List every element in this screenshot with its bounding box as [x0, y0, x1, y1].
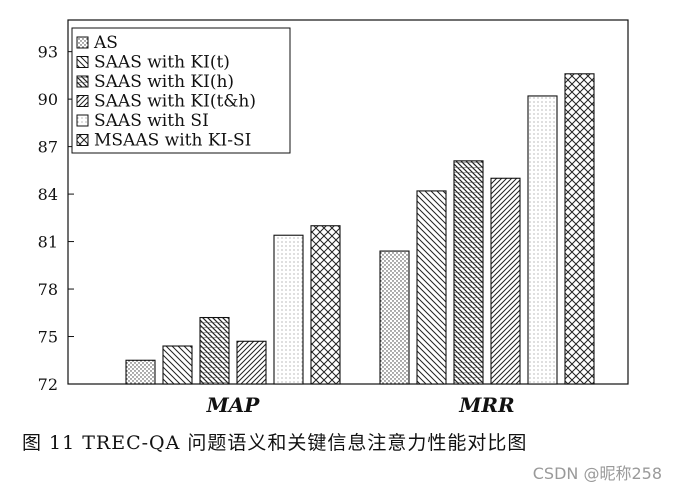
- legend-entry: SAAS with KI(t&h): [94, 92, 256, 112]
- plot-area: [67, 19, 629, 385]
- bar: [416, 190, 447, 385]
- y-tick-label: 87: [38, 138, 58, 157]
- y-tick-label: 72: [38, 375, 58, 394]
- bar: [453, 160, 484, 385]
- legend-swatch: [76, 56, 89, 68]
- legend-entry: MSAAS with KI-SI: [94, 131, 251, 151]
- x-category-label: MAP: [206, 393, 261, 417]
- legend-entry: SAAS with SI: [94, 111, 209, 131]
- legend-swatch: [76, 134, 89, 146]
- legend-box: [71, 27, 291, 154]
- x-category-label: MRR: [458, 393, 514, 417]
- legend-swatch: [76, 75, 89, 88]
- legend-swatch: [76, 114, 89, 127]
- legend-entry: SAAS with KI(h): [94, 72, 234, 92]
- y-tick-label: 75: [38, 328, 58, 347]
- bar: [236, 340, 267, 385]
- y-tick-label: 78: [38, 280, 58, 299]
- bar: [379, 250, 410, 385]
- bar: [527, 95, 558, 385]
- bar: [199, 316, 230, 385]
- bars: [125, 73, 595, 385]
- y-tick-label: 81: [38, 233, 58, 252]
- legend-entry: AS: [93, 33, 118, 53]
- bar: [564, 73, 595, 385]
- y-tick-label: 93: [38, 43, 58, 62]
- bar: [490, 177, 521, 385]
- bar: [162, 345, 193, 385]
- bar: [310, 225, 341, 385]
- plot-frame: [67, 19, 629, 385]
- bar: [273, 234, 304, 385]
- bar: [125, 359, 156, 385]
- legend-swatch: [76, 36, 89, 49]
- watermark: CSDN @昵称258: [532, 464, 662, 483]
- legend-entry: SAAS with KI(t): [94, 53, 230, 73]
- legend-swatch: [76, 95, 89, 107]
- y-tick-label: 84: [38, 185, 58, 204]
- y-tick-label: 90: [38, 90, 58, 109]
- x-axis: MAP MRR: [206, 393, 515, 417]
- y-axis: 72 75 78 81 84 87 90 93: [38, 43, 74, 394]
- figure-caption: 图 11 TREC-QA 问题语义和关键信息注意力性能对比图: [22, 432, 528, 454]
